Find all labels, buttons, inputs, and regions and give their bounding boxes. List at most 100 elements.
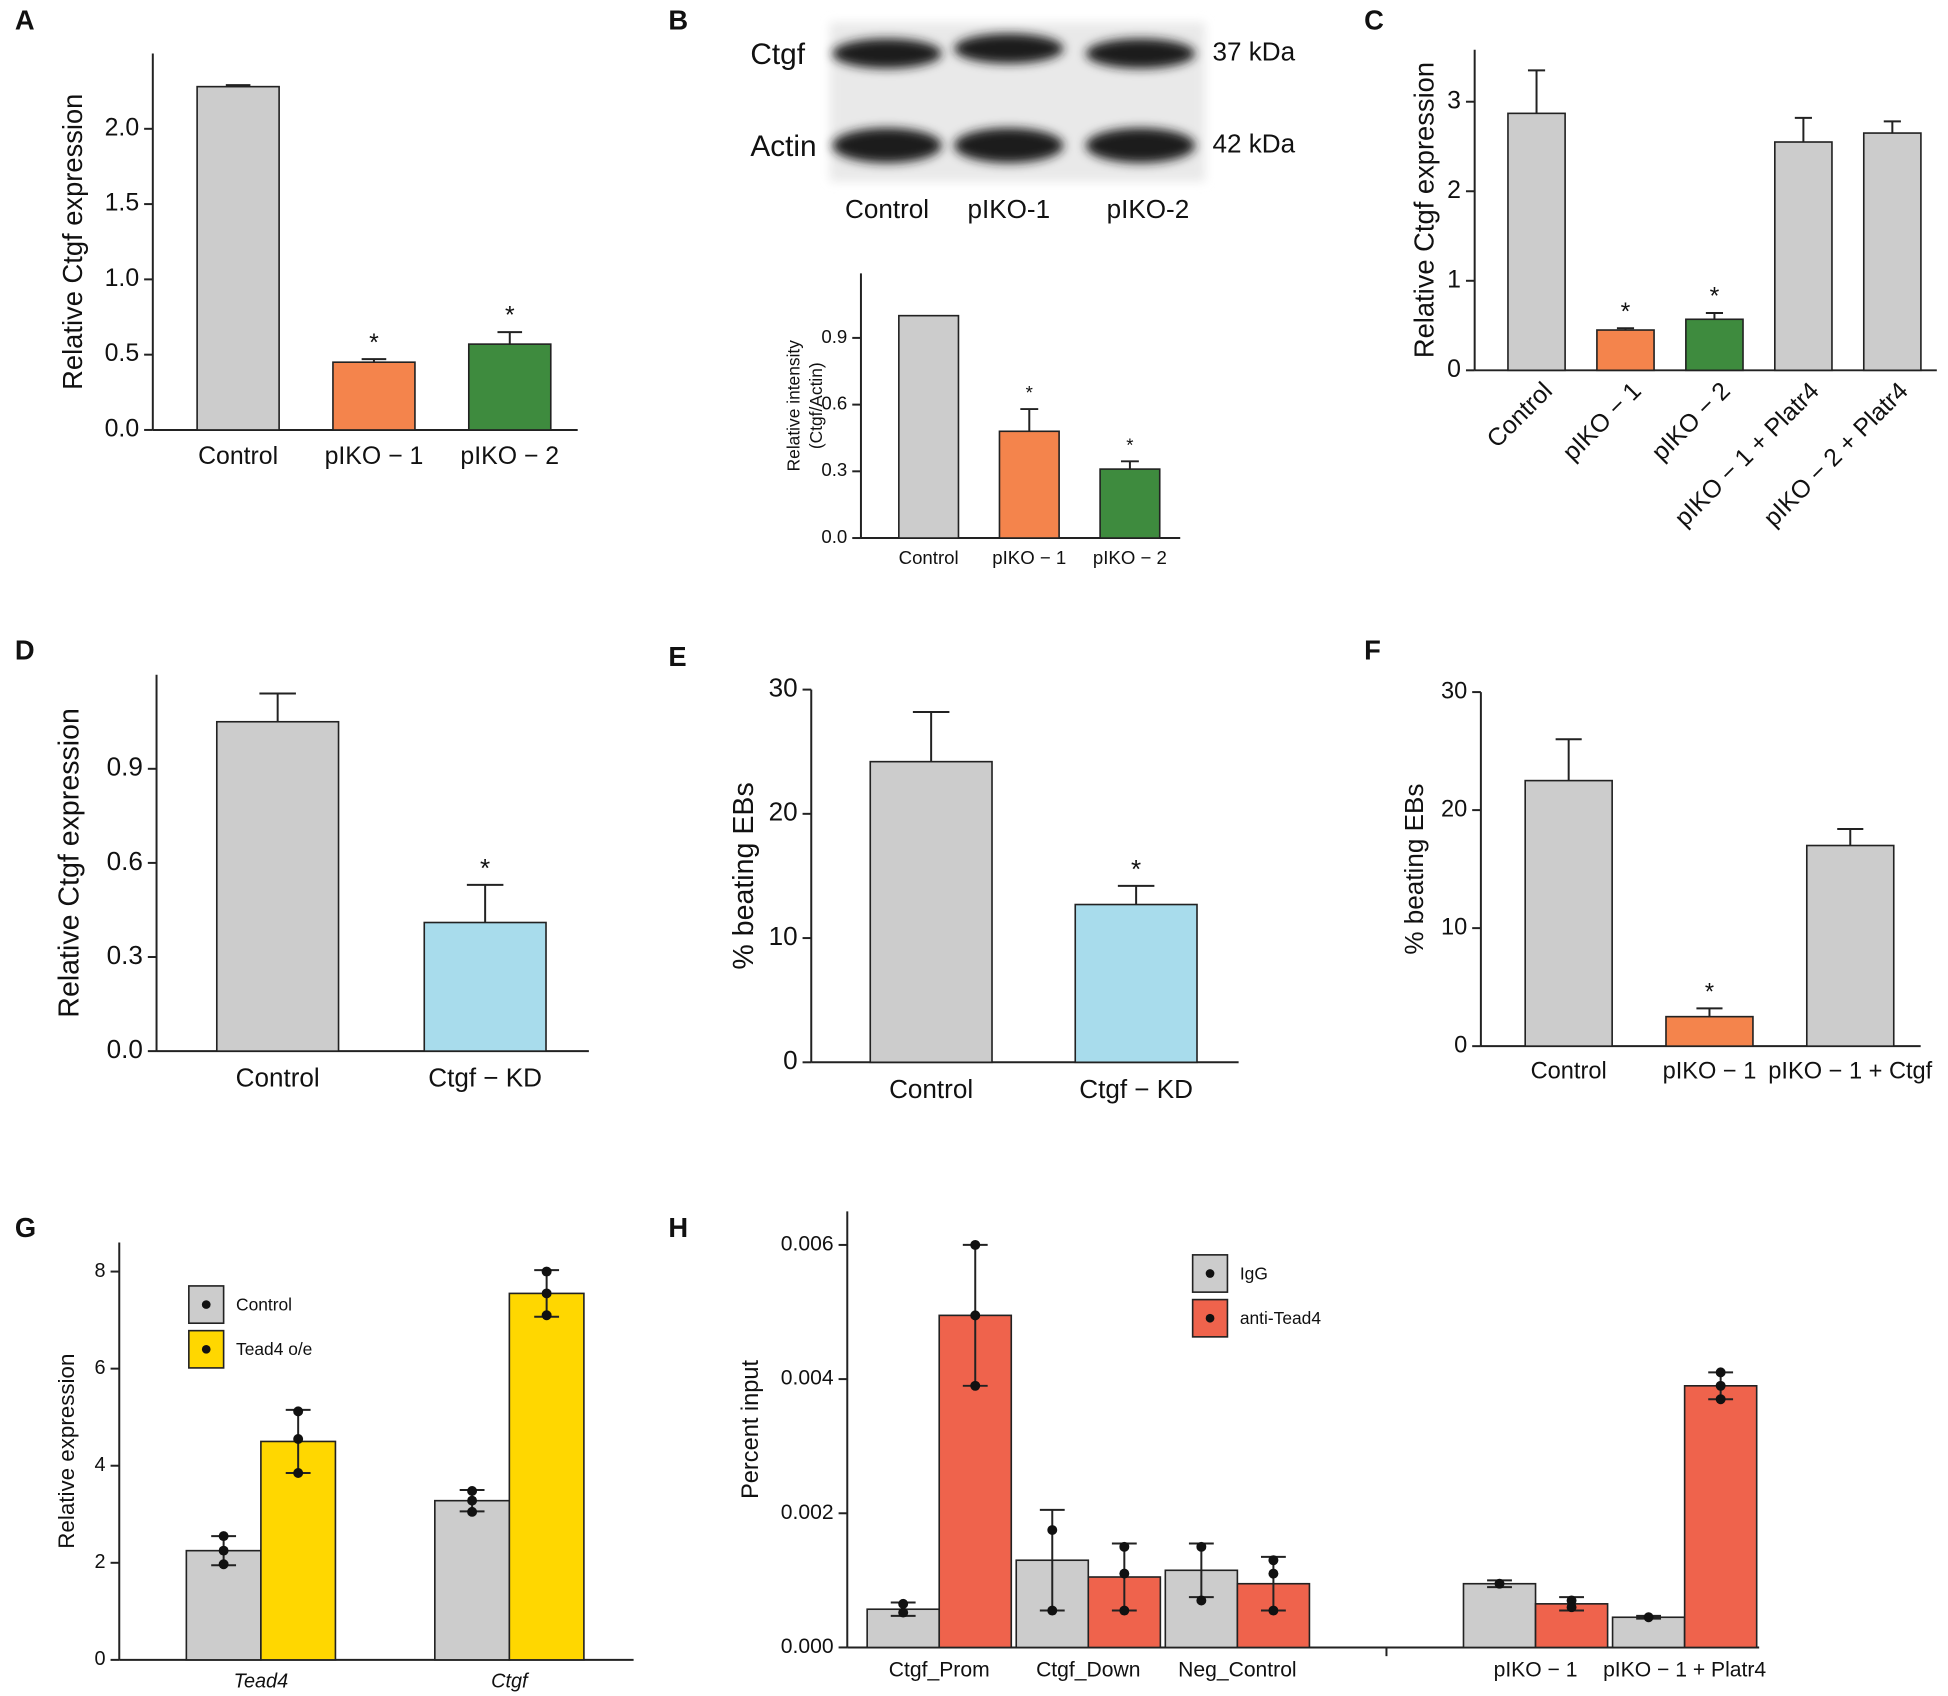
y-tick-label: 10 — [769, 921, 798, 951]
legend-dot — [1205, 1313, 1215, 1323]
x-tick-label: Control — [899, 547, 959, 568]
significance-mark: * — [1126, 434, 1133, 455]
bar — [869, 760, 993, 1064]
y-tick-label: 30 — [769, 672, 798, 702]
bar — [196, 85, 280, 431]
data-point — [1715, 1380, 1726, 1391]
bar — [998, 430, 1060, 539]
y-tick-label: 6 — [95, 1357, 106, 1379]
data-point — [1047, 1605, 1058, 1616]
data-point — [1268, 1555, 1279, 1566]
data-point — [467, 1485, 478, 1496]
legend-label: IgG — [1240, 1263, 1268, 1283]
panel-label: D — [15, 635, 35, 666]
x-tick-label: pIKO − 1 — [1663, 1058, 1757, 1084]
data-point — [970, 1239, 981, 1250]
panel-label: C — [1364, 5, 1384, 36]
data-point — [218, 1531, 229, 1542]
y-tick-label: 2 — [1447, 177, 1461, 204]
bar — [1462, 1582, 1537, 1649]
y-tick-label: 30 — [1441, 678, 1467, 704]
y-tick-label: 0.004 — [781, 1367, 834, 1390]
y-tick-label: 0.0 — [105, 416, 140, 443]
y-axis-label: Relative Ctgf expression — [53, 708, 85, 1018]
x-tick-label: pIKO − 1 + Ctgf — [1768, 1058, 1932, 1084]
bar — [332, 361, 416, 431]
x-tick-label: Tead4 — [234, 1670, 289, 1692]
blot-band — [1085, 38, 1196, 69]
blot-row-label: Ctgf — [750, 38, 805, 71]
data-point — [970, 1380, 981, 1391]
y-tick-label: 0.3 — [107, 940, 143, 970]
bar — [1524, 779, 1613, 1047]
panel-label: G — [15, 1212, 36, 1243]
x-tick-label: Control — [236, 1063, 320, 1093]
data-point — [218, 1545, 229, 1556]
panel-label: F — [1364, 635, 1381, 666]
data-point — [1715, 1367, 1726, 1378]
bar — [1805, 844, 1895, 1047]
y-tick-label: 1.0 — [105, 265, 140, 292]
bar — [215, 720, 340, 1052]
x-tick-label: Ctgf_Down — [1036, 1659, 1140, 1682]
bar — [1774, 141, 1833, 372]
x-tick-label: pIKO − 1 — [1558, 378, 1647, 467]
y-tick-label: 0 — [783, 1045, 798, 1075]
x-tick-label: pIKO − 1 — [1494, 1659, 1578, 1682]
y-axis-label: % beating EBs — [728, 782, 760, 969]
significance-mark: * — [505, 303, 515, 330]
data-point — [1047, 1525, 1058, 1536]
x-tick-label: pIKO − 1 + Platr4 — [1603, 1659, 1766, 1682]
x-tick-label: Control — [1482, 378, 1558, 454]
y-axis-label: Relative expression — [54, 1354, 79, 1549]
y-tick-label: 1.5 — [105, 190, 140, 217]
data-point — [1196, 1541, 1207, 1552]
data-point — [293, 1434, 304, 1444]
y-axis-label: Relative intensity — [784, 340, 804, 472]
data-point — [218, 1559, 229, 1570]
y-tick-label: 0.006 — [781, 1233, 834, 1256]
y-tick-label: 2 — [95, 1551, 106, 1573]
x-tick-label: pIKO − 2 — [1093, 547, 1167, 568]
data-point — [467, 1506, 478, 1517]
significance-mark: * — [480, 853, 490, 883]
y-tick-label: 0.0 — [107, 1034, 143, 1064]
bar — [1596, 329, 1655, 372]
y-tick-label: 0.9 — [821, 326, 847, 347]
data-point — [541, 1288, 552, 1299]
x-tick-label: Control — [198, 443, 278, 470]
y-tick-label: 3 — [1447, 87, 1461, 114]
x-tick-label: Ctgf − KD — [428, 1063, 542, 1093]
blot-size-label: 37 kDa — [1213, 36, 1296, 66]
legend-dot — [201, 1344, 211, 1354]
y-tick-label: 0.3 — [821, 459, 847, 480]
x-tick-label: pIKO − 1 — [992, 547, 1066, 568]
y-tick-label: 0.0 — [821, 526, 847, 547]
x-tick-label: pIKO − 2 — [460, 443, 559, 470]
bar — [467, 343, 552, 431]
panel-label: A — [15, 5, 35, 36]
data-point — [541, 1266, 552, 1277]
significance-mark: * — [1131, 854, 1141, 884]
y-tick-label: 0.9 — [107, 752, 143, 782]
data-point — [1494, 1578, 1505, 1589]
significance-mark: * — [369, 330, 379, 357]
blot-band — [1085, 128, 1196, 163]
bar — [1074, 903, 1198, 1064]
y-axis-label: (Ctgf/Actin) — [806, 362, 826, 449]
data-point — [1268, 1605, 1279, 1616]
blot-size-label: 42 kDa — [1213, 128, 1296, 158]
y-tick-label: 0.5 — [105, 340, 140, 367]
blot-lane-label: pIKO-1 — [967, 194, 1050, 224]
data-point — [293, 1468, 304, 1478]
y-tick-label: 0 — [1454, 1032, 1467, 1058]
y-tick-label: 2.0 — [105, 114, 140, 141]
data-point — [467, 1495, 478, 1506]
significance-mark: * — [1026, 382, 1033, 403]
data-point — [970, 1310, 981, 1321]
bar — [1685, 318, 1744, 372]
y-tick-label: 0.6 — [821, 393, 847, 414]
y-axis-label: % beating EBs — [1399, 784, 1429, 955]
y-tick-label: 0.000 — [781, 1635, 834, 1658]
